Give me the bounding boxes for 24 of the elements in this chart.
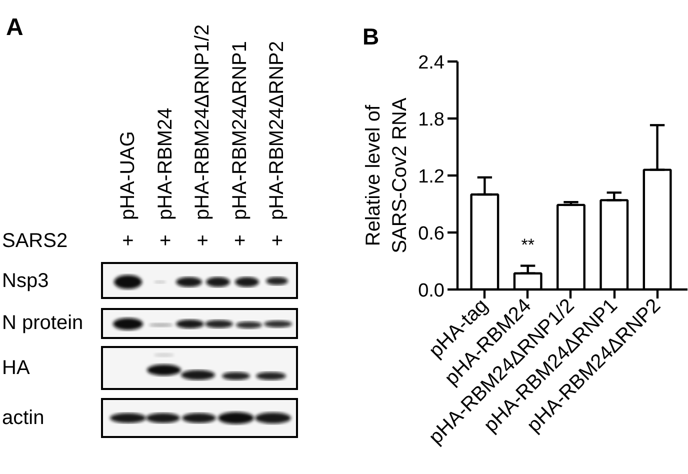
- category-label: actin: [2, 407, 44, 429]
- category-label: pHA-UAG: [117, 131, 139, 220]
- category-label: HA: [2, 357, 30, 379]
- text: +: [159, 230, 172, 252]
- category-label: pHA-RBM24ΔRNP1/2: [192, 24, 214, 220]
- text: +: [196, 230, 208, 252]
- y-tick-label: 0.6: [418, 224, 445, 244]
- category-label: N protein: [2, 312, 84, 334]
- category-label: pHA-RBM24: [154, 108, 176, 220]
- category-label: pHA-RBM24ΔRNP2: [266, 41, 288, 220]
- y-tick-label: 1.2: [418, 166, 445, 188]
- y-tick-label: 0.0: [418, 280, 445, 302]
- chart-title: B: [362, 24, 380, 50]
- y-tick-label: 1.8: [418, 110, 445, 130]
- y-axis-title: Relative level of SARS-Cov2 RNA: [362, 97, 412, 254]
- category-label: SARS2: [2, 230, 68, 252]
- category-label: pHA-RBM24ΔRNP1: [228, 41, 251, 220]
- text: +: [271, 230, 284, 252]
- text: +: [234, 230, 246, 252]
- category-label: Nsp3: [2, 270, 49, 292]
- text: +: [122, 230, 134, 252]
- text: A: [6, 14, 24, 41]
- annotation: **: [521, 235, 535, 254]
- y-tick-label: 2.4: [418, 52, 445, 74]
